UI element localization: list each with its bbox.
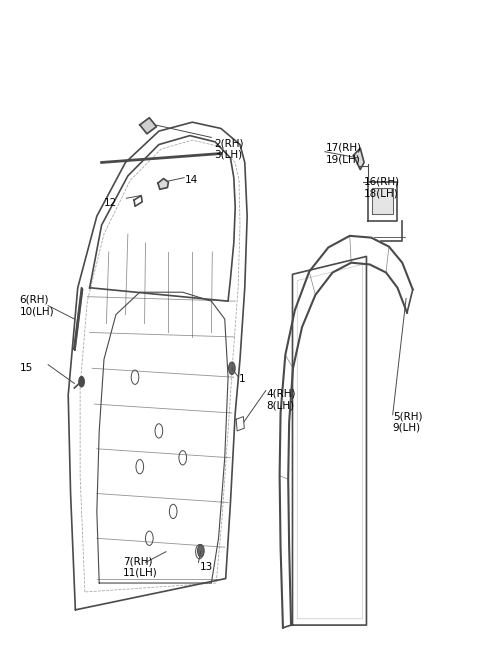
Circle shape (228, 362, 235, 375)
Polygon shape (372, 188, 393, 215)
Text: 13: 13 (199, 562, 213, 572)
Text: 2(RH)
3(LH): 2(RH) 3(LH) (214, 138, 243, 160)
Text: 17(RH)
19(LH): 17(RH) 19(LH) (326, 143, 362, 164)
Text: 14: 14 (185, 175, 198, 186)
Text: 6(RH)
10(LH): 6(RH) 10(LH) (20, 295, 54, 316)
Polygon shape (74, 288, 83, 350)
Polygon shape (354, 148, 364, 170)
Text: 5(RH)
9(LH): 5(RH) 9(LH) (393, 411, 422, 433)
Polygon shape (158, 178, 168, 190)
Circle shape (198, 544, 204, 557)
Text: 15: 15 (20, 363, 33, 373)
Text: 16(RH)
18(LH): 16(RH) 18(LH) (364, 176, 400, 198)
Text: 4(RH)
8(LH): 4(RH) 8(LH) (266, 389, 296, 411)
Polygon shape (140, 117, 156, 134)
Text: 12: 12 (104, 197, 117, 208)
Text: 1: 1 (239, 374, 246, 384)
Circle shape (79, 377, 84, 387)
Text: 7(RH)
11(LH): 7(RH) 11(LH) (123, 556, 158, 578)
